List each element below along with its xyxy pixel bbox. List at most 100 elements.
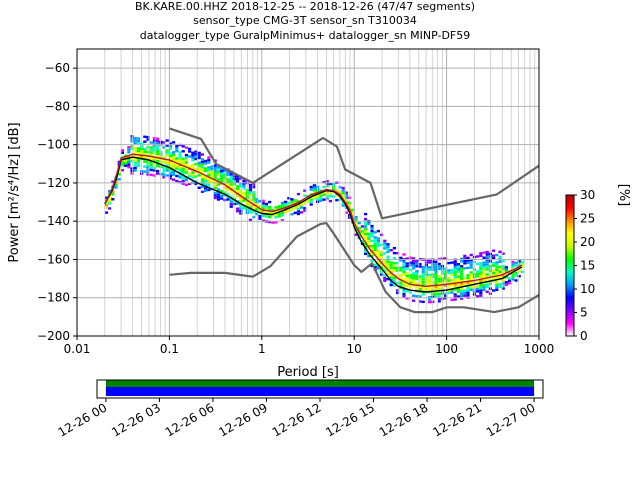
- psd-cell: [197, 161, 201, 165]
- psd-cell: [181, 162, 185, 165]
- psd-cell: [392, 264, 397, 267]
- psd-cell: [172, 153, 176, 156]
- psd-cell: [207, 178, 211, 182]
- psd-cell: [376, 264, 381, 268]
- psd-cell: [133, 151, 137, 155]
- psd-cell: [303, 206, 307, 210]
- psd-cell: [469, 263, 473, 267]
- psd-cell: [396, 269, 400, 272]
- psd-cell: [370, 229, 374, 233]
- psd-cell: [357, 226, 361, 230]
- timeline: 12-26 00 12-26 03 12-26 06 12-26 09 12-26 12…: [56, 379, 544, 440]
- psd-cell: [271, 208, 275, 212]
- psd-cell: [456, 263, 461, 266]
- psd-cell: [421, 280, 425, 284]
- psd-cell: [437, 295, 441, 298]
- psd-cell: [172, 166, 176, 169]
- psd-cell: [271, 221, 275, 224]
- y-tick-label: −140: [37, 214, 70, 228]
- psd-cell: [370, 259, 374, 263]
- psd-cell: [162, 171, 166, 174]
- psd-cell: [168, 152, 173, 155]
- psd-cell: [248, 183, 253, 187]
- psd-cell: [156, 172, 160, 175]
- psd-cell: [367, 222, 371, 226]
- psd-cell: [236, 185, 240, 188]
- psd-cell: [415, 275, 419, 278]
- colorbar-tick-label: 20: [580, 235, 595, 249]
- psd-cell: [191, 176, 195, 179]
- psd-cell: [216, 170, 221, 174]
- psd-cell: [367, 235, 371, 238]
- psd-cell: [143, 135, 147, 138]
- psd-cell: [146, 153, 150, 156]
- psd-cell: [341, 191, 345, 195]
- psd-cell: [232, 180, 237, 183]
- psd-cell: [495, 286, 499, 289]
- psd-cell: [482, 273, 486, 277]
- psd-cell: [232, 175, 237, 178]
- psd-cell: [124, 154, 128, 158]
- psd-cell: [405, 277, 409, 280]
- psd-cell: [453, 265, 457, 269]
- psd-cell: [216, 188, 221, 191]
- psd-cell: [360, 235, 365, 238]
- psd-cell: [479, 291, 483, 295]
- psd-cell: [495, 281, 499, 284]
- psd-cell: [210, 175, 214, 178]
- psd-cell: [200, 165, 205, 169]
- psd-cell: [370, 247, 374, 250]
- psd-cell: [460, 260, 464, 263]
- psd-cell: [383, 247, 387, 250]
- psd-cell: [207, 173, 211, 177]
- psd-cell: [482, 278, 486, 282]
- psd-cell: [325, 194, 329, 198]
- psd-cell: [268, 220, 272, 224]
- timeline-tick-label: 12-27 00: [484, 400, 538, 439]
- psd-cell: [277, 205, 281, 208]
- psd-cell: [178, 181, 182, 184]
- psd-cell: [120, 149, 125, 152]
- psd-cell: [133, 146, 137, 150]
- psd-cell: [447, 276, 451, 280]
- psd-cell: [434, 278, 438, 281]
- psd-cell: [412, 277, 416, 280]
- psd-cell: [165, 161, 169, 165]
- psd-cell: [421, 293, 425, 296]
- psd-cell: [200, 175, 205, 179]
- psd-cell: [303, 209, 307, 212]
- psd-cell: [402, 278, 406, 281]
- psd-cell: [392, 276, 397, 280]
- psd-cell: [303, 189, 307, 192]
- psd-cell: [351, 211, 355, 214]
- psd-cell: [172, 158, 176, 161]
- psd-cell: [466, 289, 470, 292]
- psd-cell: [463, 294, 467, 297]
- psd-cell: [450, 261, 454, 264]
- psd-cell: [204, 162, 208, 165]
- timeline-tick-label: 12-26 18: [377, 400, 431, 439]
- psd-cell: [194, 162, 198, 166]
- psd-cell: [495, 253, 499, 257]
- psd-cell: [466, 274, 470, 277]
- psd-cell: [280, 201, 285, 205]
- psd-cell: [149, 163, 153, 167]
- psd-cell: [373, 251, 377, 254]
- psd-cell: [188, 182, 192, 185]
- psd-cell: [168, 157, 173, 160]
- psd-cell: [242, 179, 246, 183]
- psd-cell: [383, 239, 387, 243]
- psd-cell: [242, 207, 246, 210]
- psd-cell: [194, 155, 198, 158]
- psd-cell: [252, 190, 256, 194]
- psd-cell: [242, 184, 246, 188]
- psd-cell: [431, 275, 435, 279]
- psd-cell: [437, 275, 441, 278]
- psd-cell: [383, 274, 387, 277]
- psd-cell: [152, 156, 157, 160]
- psd-cell: [386, 260, 390, 263]
- psd-cell: [168, 169, 173, 173]
- psd-cell: [127, 156, 131, 159]
- psd-cell: [210, 180, 214, 183]
